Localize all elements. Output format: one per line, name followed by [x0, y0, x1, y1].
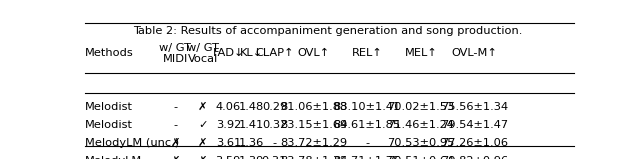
Text: Melodist: Melodist: [85, 102, 133, 112]
Text: MEL↑: MEL↑: [404, 48, 437, 58]
Text: ✗: ✗: [198, 156, 207, 159]
Text: 79.82±0.96: 79.82±0.96: [441, 156, 508, 159]
Text: 70.53±0.95: 70.53±0.95: [387, 138, 454, 148]
Text: 70.51±0.64: 70.51±0.64: [387, 156, 454, 159]
Text: ✓: ✓: [198, 120, 207, 130]
Text: MelodyLM (unc.): MelodyLM (unc.): [85, 138, 179, 148]
Text: 1.39: 1.39: [239, 156, 264, 159]
Text: 81.06±1.88: 81.06±1.88: [280, 102, 348, 112]
Text: w/ GT
Vocal: w/ GT Vocal: [187, 43, 219, 64]
Text: 0.32: 0.32: [262, 120, 287, 130]
Text: 3.59: 3.59: [216, 156, 241, 159]
Text: MelodyLM: MelodyLM: [85, 156, 142, 159]
Text: 77.26±1.06: 77.26±1.06: [441, 138, 508, 148]
Text: -: -: [173, 120, 177, 130]
Text: OVL↑: OVL↑: [298, 48, 330, 58]
Text: 79.54±1.47: 79.54±1.47: [441, 120, 508, 130]
Text: 75.56±1.34: 75.56±1.34: [441, 102, 508, 112]
Text: 83.10±1.41: 83.10±1.41: [333, 102, 401, 112]
Text: ✗: ✗: [198, 138, 207, 148]
Text: 84.61±1.85: 84.61±1.85: [333, 120, 401, 130]
Text: -: -: [173, 102, 177, 112]
Text: Methods: Methods: [85, 48, 134, 58]
Text: 1.41: 1.41: [239, 120, 264, 130]
Text: 71.46±1.24: 71.46±1.24: [387, 120, 454, 130]
Text: -: -: [365, 138, 369, 148]
Text: ✗: ✗: [171, 156, 180, 159]
Text: 1.36: 1.36: [239, 138, 264, 148]
Text: 0.31: 0.31: [262, 156, 287, 159]
Text: ✗: ✗: [171, 138, 180, 148]
Text: 3.61: 3.61: [216, 138, 241, 148]
Text: KL↓: KL↓: [239, 48, 262, 58]
Text: 3.92: 3.92: [216, 120, 241, 130]
Text: ✗: ✗: [198, 102, 207, 112]
Text: FAD↓: FAD↓: [212, 48, 244, 58]
Text: 83.15±1.69: 83.15±1.69: [280, 120, 348, 130]
Text: -: -: [273, 138, 276, 148]
Text: REL↑: REL↑: [352, 48, 383, 58]
Text: 83.78±1.35: 83.78±1.35: [280, 156, 348, 159]
Text: 0.29: 0.29: [262, 102, 287, 112]
Text: CLAP↑: CLAP↑: [255, 48, 294, 58]
Text: OVL-M↑: OVL-M↑: [451, 48, 497, 58]
Text: 70.02±1.53: 70.02±1.53: [387, 102, 454, 112]
Text: 1.48: 1.48: [239, 102, 264, 112]
Text: 84.71±1.75: 84.71±1.75: [333, 156, 401, 159]
Text: 4.06: 4.06: [216, 102, 241, 112]
Text: w/ GT
MIDI: w/ GT MIDI: [159, 43, 191, 64]
Text: Melodist: Melodist: [85, 120, 133, 130]
Text: 83.72±1.29: 83.72±1.29: [280, 138, 347, 148]
Text: Table 2: Results of accompaniment generation and song production.: Table 2: Results of accompaniment genera…: [133, 26, 523, 36]
